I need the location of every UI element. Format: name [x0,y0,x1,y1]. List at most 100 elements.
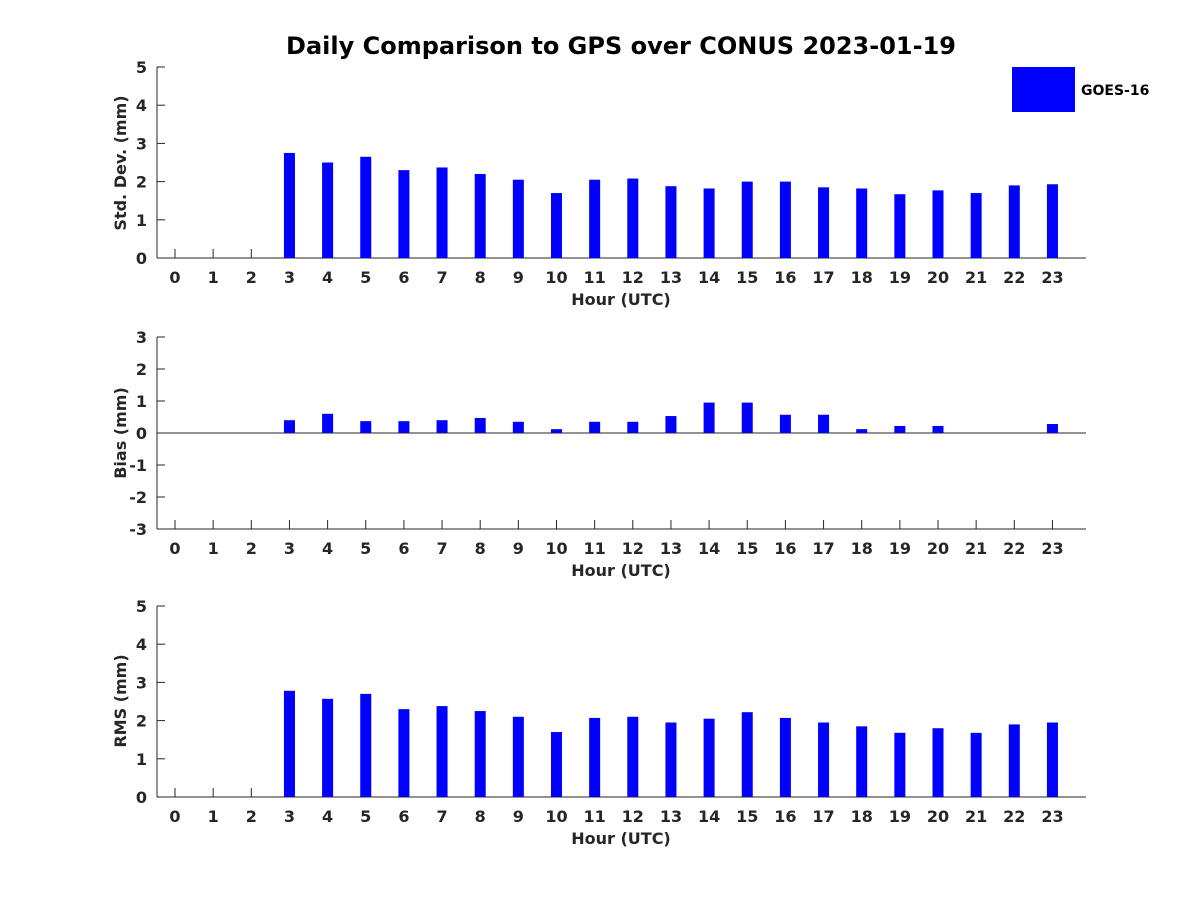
x-tick-label: 19 [889,807,911,826]
x-tick-label: 23 [1041,268,1063,287]
bar-bias-hour-11 [589,421,601,433]
x-tick-label: 10 [545,807,567,826]
x-tick-label: 12 [622,268,644,287]
bar-std-dev-hour-21 [970,193,982,258]
bar-std-dev-hour-23 [1046,184,1058,258]
x-tick-label: 20 [927,807,949,826]
y-tick-label: 1 [136,750,147,769]
x-tick-label: 3 [284,539,295,558]
y-tick-label: 3 [136,328,147,347]
x-tick-label: 17 [812,807,834,826]
x-tick-label: 10 [545,268,567,287]
bar-rms-hour-14 [703,718,715,797]
x-tick-label: 0 [169,268,180,287]
x-tick-label: 13 [660,539,682,558]
x-tick-label: 12 [622,539,644,558]
bar-bias-hour-13 [665,416,677,433]
bar-rms-hour-23 [1046,722,1058,797]
x-tick-label: 13 [660,807,682,826]
x-tick-label: 9 [513,539,524,558]
x-tick-label: 0 [169,539,180,558]
x-tick-label: 11 [584,539,606,558]
x-tick-label: 17 [812,539,834,558]
bar-bias-hour-6 [398,421,410,433]
x-tick-label: 7 [436,539,447,558]
x-tick-label: 14 [698,807,720,826]
x-tick-label: 4 [322,539,333,558]
x-tick-label: 18 [851,539,873,558]
bar-rms-hour-13 [665,722,677,797]
bar-bias-hour-20 [932,425,944,433]
bar-bias-hour-8 [474,417,486,433]
bar-std-dev-hour-16 [779,181,791,258]
x-tick-label: 23 [1041,807,1063,826]
y-tick-label: 2 [136,173,147,192]
x-tick-label: 4 [322,807,333,826]
x-tick-label: 15 [736,539,758,558]
x-tick-label: 22 [1003,268,1025,287]
bar-std-dev-hour-5 [360,156,372,258]
legend-swatch-goes-16 [1012,67,1075,112]
x-tick-label: 5 [360,807,371,826]
x-tick-label: 19 [889,268,911,287]
bar-bias-hour-19 [894,425,906,433]
bar-std-dev-hour-8 [474,173,486,258]
x-tick-label: 16 [774,807,796,826]
bar-bias-hour-10 [551,429,562,433]
x-tick-label: 1 [208,268,219,287]
bar-bias-hour-17 [818,414,830,433]
bar-bias-hour-12 [627,421,639,433]
y-tick-label: 3 [136,134,147,153]
x-tick-label: 8 [475,807,486,826]
y-tick-label: -3 [129,520,147,539]
x-tick-label: 7 [436,807,447,826]
x-tick-label: 1 [208,539,219,558]
x-tick-label: 14 [698,268,720,287]
bar-bias-hour-5 [360,421,372,433]
bar-std-dev-hour-4 [322,162,334,258]
y-tick-label: -1 [129,456,147,475]
y-tick-label: 0 [136,424,147,443]
x-tick-label: 18 [851,268,873,287]
x-tick-label: 18 [851,807,873,826]
bar-std-dev-hour-10 [551,193,562,258]
x-tick-label: 16 [774,539,796,558]
x-tick-label: 20 [927,539,949,558]
legend-label-goes-16: GOES-16 [1081,83,1149,99]
x-tick-label: 19 [889,539,911,558]
bar-std-dev-hour-9 [512,179,524,258]
bar-std-dev-hour-7 [436,167,448,258]
bar-std-dev-hour-17 [818,187,830,258]
x-tick-label: 4 [322,268,333,287]
bar-std-dev-hour-13 [665,186,677,258]
x-axis-label: Hour (UTC) [571,290,671,309]
bar-rms-hour-4 [322,698,334,797]
bar-bias-hour-3 [283,420,295,433]
bar-rms-hour-3 [283,690,295,797]
y-tick-label: 5 [136,58,147,77]
bar-rms-hour-7 [436,706,448,797]
x-tick-label: 2 [246,539,257,558]
x-axis-label: Hour (UTC) [571,829,671,848]
x-tick-label: 6 [398,268,409,287]
x-tick-label: 8 [475,539,486,558]
bar-std-dev-hour-20 [932,190,944,258]
x-tick-label: 5 [360,539,371,558]
x-tick-label: 21 [965,539,987,558]
x-axis-label: Hour (UTC) [571,561,671,580]
x-tick-label: 0 [169,807,180,826]
x-tick-label: 20 [927,268,949,287]
bar-rms-hour-8 [474,711,486,797]
y-tick-label: 2 [136,360,147,379]
bar-bias-hour-16 [779,414,791,433]
y-tick-label: 2 [136,712,147,731]
bar-std-dev-hour-3 [283,152,295,258]
bar-rms-hour-6 [398,709,410,797]
x-tick-label: 22 [1003,539,1025,558]
bar-rms-hour-10 [551,732,562,797]
x-tick-label: 11 [584,268,606,287]
bar-rms-hour-17 [818,722,830,797]
x-tick-label: 2 [246,268,257,287]
